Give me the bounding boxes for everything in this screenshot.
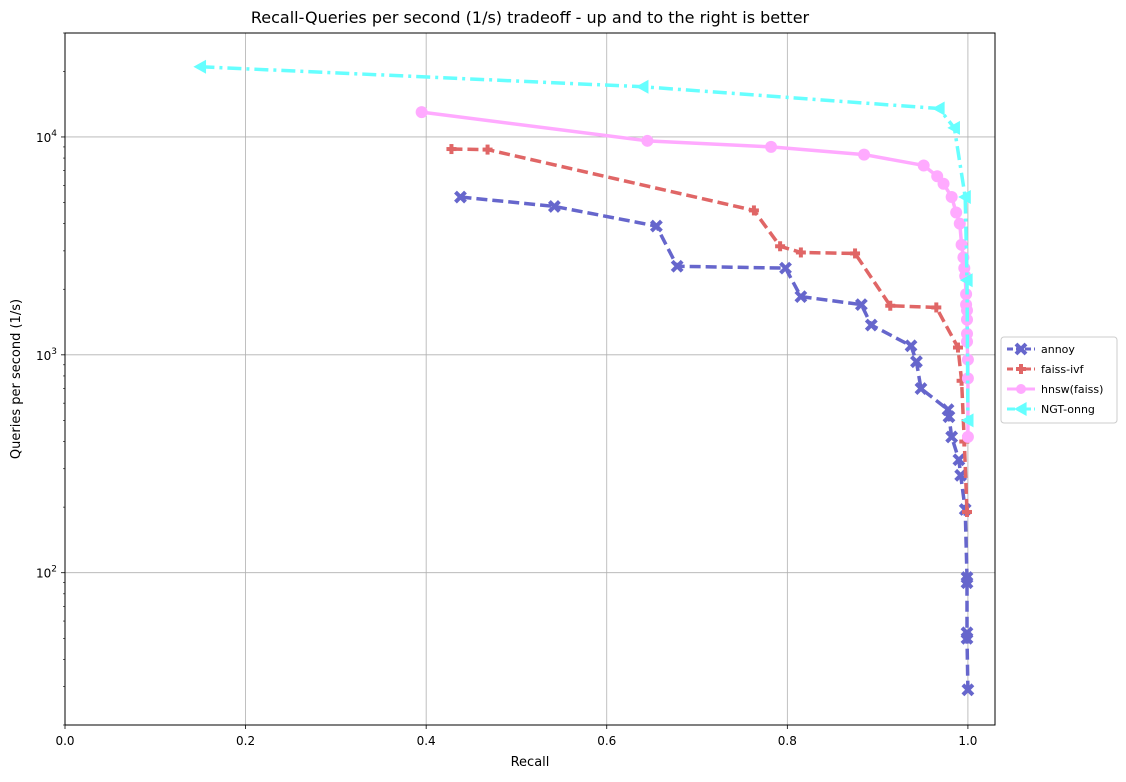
data-point [641,134,654,147]
x-axis-label: Recall [511,755,550,770]
data-point [917,159,930,172]
legend-item: hnsw(faiss) [1007,383,1103,396]
x-tick-label: 1.0 [958,734,977,748]
series-line [421,110,970,437]
x-tick-label: 0.0 [55,734,74,748]
data-point [858,148,871,161]
plot-series [193,59,975,697]
data-point [961,353,974,366]
legend-item: faiss-ivf [1007,363,1085,376]
data-point [961,372,974,385]
legend-marker [1016,364,1026,374]
data-point [547,199,561,213]
y-axis-label: Queries per second (1/s) [9,299,24,459]
y-tick-label: 102 [36,565,57,581]
data-point [794,290,808,304]
legend-label: annoy [1041,343,1075,356]
legend-label: hnsw(faiss) [1041,383,1103,396]
data-point [914,382,928,395]
data-point [193,59,207,74]
legend-box [1000,336,1118,424]
x-tick-label: 0.6 [597,734,616,748]
legend: annoy faiss-ivf hnsw(faiss) NGT-onng [1000,336,1118,424]
data-point [864,318,878,332]
legend-marker [1014,342,1028,356]
data-point [947,120,960,135]
x-tick-label: 0.2 [236,734,255,748]
plot-frame [64,32,996,726]
data-point [955,238,968,251]
x-tick-label: 0.4 [417,734,436,748]
data-point [961,430,974,443]
series-ngt-onng [193,59,974,428]
data-point [942,410,956,424]
data-point [960,273,973,288]
series-line [460,195,970,690]
data-point [454,190,467,204]
legend-label: NGT-onng [1041,403,1095,416]
data-point [779,261,792,275]
data-point [937,177,950,190]
chart-title: Recall-Queries per second (1/s) tradeoff… [251,8,810,27]
series-line [200,65,970,421]
y-tick-label: 104 [36,129,57,145]
data-point [885,300,896,311]
y-tick-label: 103 [36,347,57,363]
axes: 0.0 0.2 0.4 0.6 0.8 1.0 102 103 104 [36,32,996,748]
data-point [670,259,684,273]
data-point [482,144,493,155]
legend-marker [1016,384,1026,394]
data-point [795,247,806,258]
data-point [953,217,966,230]
legend-item: NGT-onng [1007,402,1095,416]
data-point [961,683,975,697]
series-hnsw-faiss- [415,106,974,443]
data-point [960,413,974,428]
legend-label: faiss-ivf [1041,363,1085,376]
data-point [945,430,959,444]
data-point [960,631,974,645]
x-tick-label: 0.8 [778,734,797,748]
data-point [950,206,963,219]
grid [65,33,995,725]
data-point [635,79,649,94]
data-point [931,302,942,313]
data-point [446,144,457,155]
data-point [932,101,945,116]
data-point [962,506,973,517]
series-faiss-ivf [446,144,973,517]
data-point [649,219,663,233]
data-point [952,453,966,467]
data-point [910,355,923,369]
data-point [748,205,759,216]
legend-marker [1014,402,1027,416]
data-point [850,248,861,259]
legend-item: annoy [1007,342,1075,356]
data-point [775,241,786,252]
data-point [415,106,428,119]
data-point [765,140,778,153]
series-line [451,147,969,513]
data-point [958,190,971,205]
data-point [945,191,958,204]
series-annoy [454,190,975,697]
data-point [904,339,918,353]
data-point [960,576,974,590]
data-point [952,342,963,353]
data-point [854,298,868,312]
